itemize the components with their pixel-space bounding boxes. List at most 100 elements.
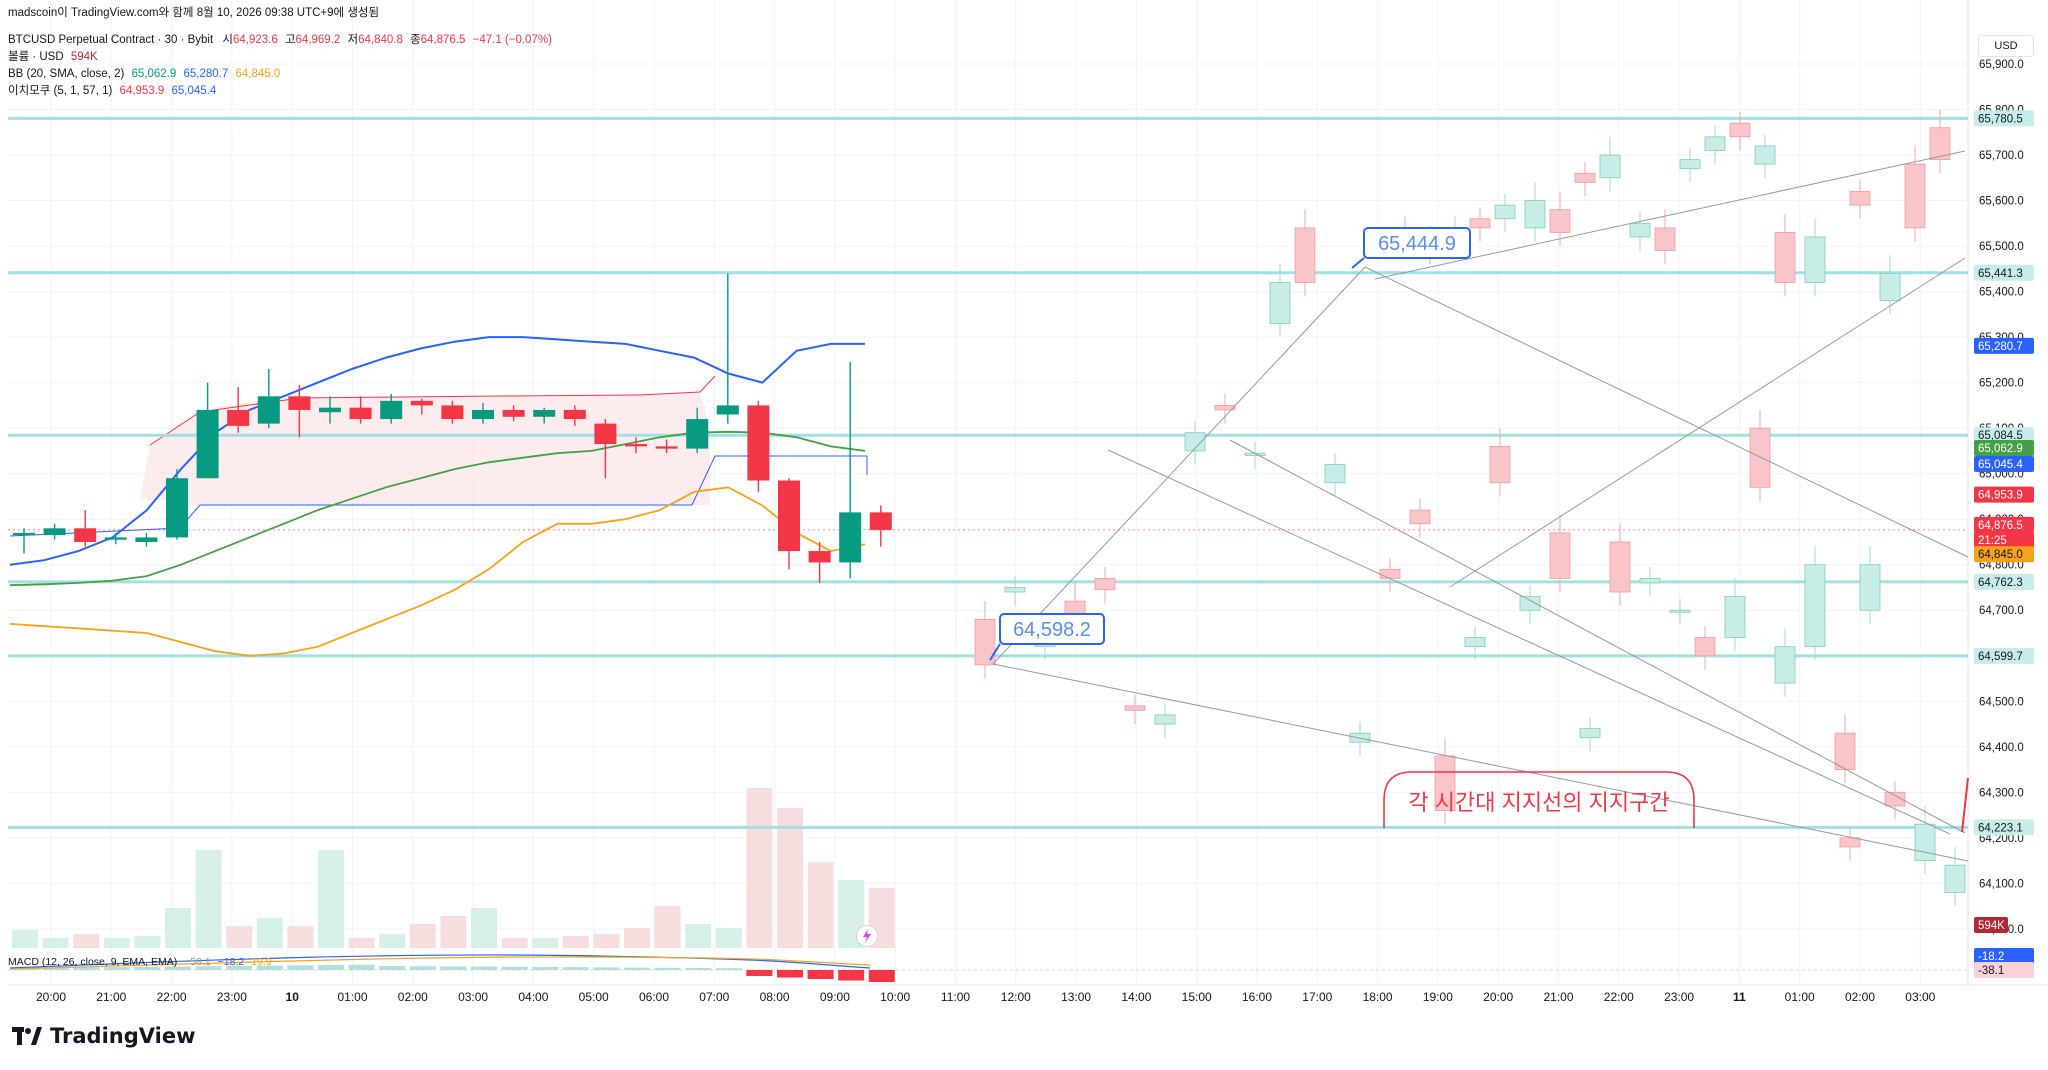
price-tag-level: 65,780.5 (1978, 113, 2023, 125)
candle-body (166, 478, 188, 538)
change-value: −47.1 (−0.07%) (472, 34, 552, 46)
low-value: 64,840.8 (358, 34, 403, 46)
ghost-candle (1929, 127, 1951, 160)
ghost-candle (1464, 637, 1486, 648)
macd-hist-bar (471, 966, 497, 970)
ghost-candle (1599, 154, 1621, 179)
macd-hist-bar (318, 965, 344, 970)
macd-hist-bar (165, 966, 191, 970)
time-tick-label: 09:00 (820, 990, 850, 1004)
macd-hist-bar (593, 967, 620, 970)
macd-hist-bar (379, 966, 406, 970)
candle-body (472, 409, 494, 420)
ghost-candle (1629, 222, 1651, 238)
time-tick-label: 11:00 (941, 990, 970, 1004)
bollinger-bands (9, 336, 866, 657)
currency-button[interactable]: USD (1978, 35, 2034, 57)
time-axis[interactable]: 20:00 21:00 22:00 23:00 10 01:00 02:00 03:00 04:… (36, 990, 1936, 1004)
price-tag-bg (1974, 440, 2034, 457)
candle-body (808, 551, 831, 563)
price-tick-label: 64,700.0 (1979, 605, 2024, 617)
ghost-candle (1774, 646, 1796, 684)
macd-hist-bar (746, 970, 773, 976)
time-tick-label: 15:00 (1182, 990, 1212, 1004)
horizontal-levels[interactable] (8, 116, 1968, 829)
macd-hist-bar (440, 966, 467, 970)
ghost-candle (1849, 191, 1871, 206)
trend-line[interactable] (992, 266, 1366, 665)
time-tick-label: 01:00 (337, 990, 367, 1004)
time-tick-label: 05:00 (579, 990, 609, 1004)
candle-body (716, 405, 739, 415)
trend-line[interactable] (1107, 449, 1951, 835)
symbol-legend[interactable]: BTCUSD Perpetual Contract · 30 · Bybit 시… (8, 33, 552, 48)
candle-body (563, 409, 586, 420)
support-zone-box[interactable] (1383, 771, 1695, 828)
ghost-candle (1269, 282, 1291, 324)
price-tick-label: 64,800.0 (1979, 560, 2024, 572)
volume-value: 594K (70, 51, 98, 63)
time-tick-label: 10 (286, 990, 300, 1004)
volume-bar (318, 850, 344, 948)
price-tick-label: 65,200.0 (1979, 378, 2024, 390)
trend-line[interactable] (1449, 257, 1966, 588)
trend-line[interactable] (1374, 150, 1966, 280)
volume-bar (134, 936, 161, 948)
price-tag-bg (1974, 819, 2034, 836)
trend-lines[interactable] (992, 150, 1969, 862)
macd-hist-bar (532, 967, 559, 970)
time-tick-label: 14:00 (1121, 990, 1151, 1004)
ghost-candle (1724, 596, 1746, 638)
volume-bar (440, 916, 467, 948)
annotations[interactable]: 64,598.2 65,444.9 각 시간대 지지선의 지지구간 (989, 227, 1969, 833)
macd-hist-bar (685, 968, 712, 970)
price-tag-macd_hist: -38.1 (1978, 965, 2004, 977)
ghost-candle (1839, 837, 1861, 848)
candle-body (319, 407, 341, 413)
bb-basis-line (9, 430, 866, 587)
ghost-candle (1704, 136, 1726, 151)
macd-legend[interactable]: MACD (12, 26, close, 9, EMA, EMA) −58.1 … (8, 955, 272, 970)
price-tick-label: 65,900.0 (1979, 59, 2024, 71)
price-axis[interactable]: 64,000.064,100.064,200.064,300.064,400.0… (1974, 59, 2034, 978)
bb-label[interactable]: BB (20, SMA, close, 2) (8, 68, 125, 80)
ghost-candle (1884, 791, 1906, 807)
volume-legend[interactable]: 볼륨 · USD 594K (8, 50, 98, 65)
candle-body (686, 419, 709, 449)
macd-label[interactable]: MACD (12, 26, close, 9, EMA, EMA) (8, 956, 178, 968)
volume-bar (287, 926, 314, 948)
macd-hist-bar (195, 966, 222, 970)
price-tag-level: 64,762.3 (1978, 577, 2023, 589)
ghost-candle (1694, 637, 1716, 657)
bb-legend[interactable]: BB (20, SMA, close, 2) 65,062.9 65,280.7… (8, 67, 280, 82)
trend-line[interactable] (1364, 266, 1969, 558)
pivot-high-box[interactable] (1363, 227, 1471, 259)
price-tag-bg (1974, 516, 2034, 533)
ichimoku-cloud (9, 375, 868, 537)
ghost-candle (1214, 404, 1236, 411)
macd-hist-bar (287, 965, 314, 970)
bb-lower-line (9, 486, 866, 657)
candle-body (655, 446, 678, 449)
ichimoku-label[interactable]: 이치모쿠 (5, 1, 57, 1) (8, 85, 113, 97)
ichimoku-legend[interactable]: 이치모쿠 (5, 1, 57, 1) 64,953.9 65,045.4 (8, 84, 216, 99)
trend-line[interactable] (1229, 439, 1966, 834)
trend-line[interactable] (992, 663, 1969, 862)
tradingview-logo[interactable]: TradingView (12, 1024, 195, 1048)
volume-bar (654, 906, 681, 948)
volume-bar (807, 862, 834, 948)
volume-label[interactable]: 볼륨 · USD (8, 51, 64, 63)
time-tick-label: 01:00 (1785, 990, 1815, 1004)
macd-signal-line (9, 956, 871, 970)
pivot-low-box[interactable] (999, 613, 1105, 645)
candle-body (43, 528, 66, 536)
macd-hist-bar (562, 967, 589, 970)
volume-bar (409, 924, 436, 948)
volume-bar (593, 934, 620, 948)
time-tick-label: 02:00 (398, 990, 428, 1004)
lightning-icon[interactable] (856, 925, 878, 947)
volume-bars (12, 788, 895, 948)
symbol-name[interactable]: BTCUSD Perpetual Contract · 30 · Bybit (8, 34, 214, 46)
